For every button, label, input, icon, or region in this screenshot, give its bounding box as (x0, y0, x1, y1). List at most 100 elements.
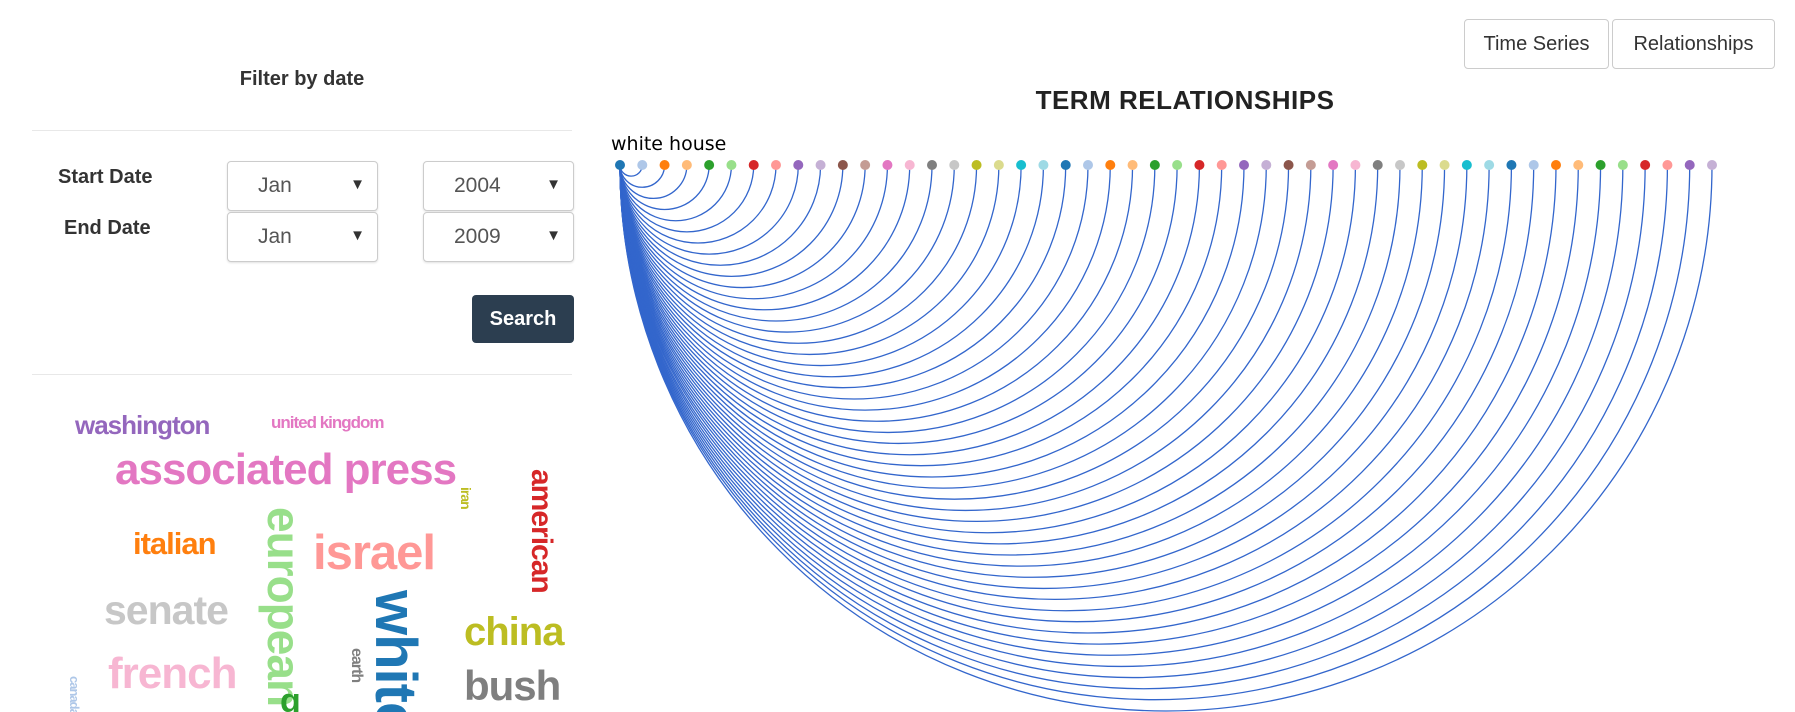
relationship-arc (619, 164, 755, 233)
term-node[interactable] (860, 160, 871, 170)
relationship-arc (619, 164, 1312, 511)
relationship-arc (619, 164, 1022, 366)
cloud-word[interactable]: bush (464, 662, 561, 709)
end-date-label: End Date (64, 217, 151, 239)
term-node[interactable] (1395, 160, 1405, 170)
search-button[interactable]: Search (472, 295, 574, 343)
end-month-select[interactable]: Jan ▼ (227, 212, 378, 262)
term-node[interactable] (1127, 160, 1138, 170)
term-node[interactable] (1149, 160, 1160, 170)
chevron-down-icon: ▼ (350, 227, 365, 244)
relationship-arc (619, 164, 1357, 534)
term-node[interactable] (904, 160, 915, 170)
term-node[interactable] (882, 160, 893, 170)
term-node[interactable] (1261, 160, 1272, 170)
filter-title: Filter by date (239, 68, 365, 90)
relationship-arc (619, 164, 1513, 612)
term-node[interactable] (1172, 160, 1183, 170)
term-node[interactable] (726, 160, 737, 170)
term-node[interactable] (1350, 160, 1361, 170)
term-node[interactable] (1105, 160, 1116, 170)
relationship-arc (620, 165, 1534, 622)
relationship-arc (619, 164, 955, 333)
chevron-down-icon: ▼ (546, 176, 561, 193)
cloud-word[interactable]: washington (75, 410, 210, 440)
term-node[interactable] (971, 160, 982, 170)
cloud-word[interactable]: associated press (115, 445, 457, 494)
term-node[interactable] (1038, 160, 1049, 170)
relationship-arc (619, 164, 1468, 590)
term-node[interactable] (1328, 160, 1339, 170)
term-node[interactable] (1484, 160, 1495, 170)
cloud-word[interactable]: italian (133, 526, 217, 561)
term-node[interactable] (815, 160, 826, 170)
end-month-value: Jan (258, 225, 292, 248)
term-node[interactable] (1417, 160, 1428, 170)
tab-relationships[interactable]: Relationships (1612, 19, 1775, 69)
relationship-arc (619, 164, 1624, 667)
relationship-arc (619, 164, 1579, 645)
term-node[interactable] (927, 160, 937, 170)
term-node[interactable] (637, 160, 648, 170)
term-node[interactable] (993, 160, 1004, 170)
relationship-arc (619, 164, 799, 255)
end-year-value: 2009 (454, 225, 501, 248)
relationship-arc (619, 164, 1000, 355)
term-node[interactable] (704, 160, 715, 170)
chevron-down-icon: ▼ (546, 227, 561, 244)
term-node[interactable] (1640, 160, 1651, 170)
relationship-arc (619, 164, 1201, 456)
relationship-arc (619, 164, 1156, 434)
term-node[interactable] (1372, 160, 1383, 170)
relationship-arc (619, 164, 889, 300)
term-node[interactable] (771, 160, 781, 170)
term-node[interactable] (1439, 160, 1450, 170)
term-node[interactable] (1551, 160, 1561, 170)
term-node[interactable] (1617, 160, 1628, 170)
start-month-select[interactable]: Jan ▼ (227, 161, 378, 211)
term-node[interactable] (681, 160, 692, 170)
cloud-word[interactable]: senate (104, 587, 229, 633)
term-node[interactable] (1083, 160, 1093, 170)
cloud-word[interactable]: israel (313, 526, 436, 580)
term-node[interactable] (1528, 160, 1539, 170)
term-node[interactable] (1305, 160, 1316, 170)
divider (32, 130, 572, 131)
term-node[interactable] (793, 160, 804, 170)
term-node[interactable] (837, 160, 848, 170)
term-node[interactable] (1684, 160, 1695, 170)
term-node[interactable] (1194, 160, 1205, 170)
term-node[interactable] (1216, 160, 1227, 170)
relationship-arc (619, 164, 978, 344)
relationship-arc (619, 164, 777, 244)
term-node[interactable] (1573, 160, 1584, 170)
word-cloud: washington united kingdom associated pre… (32, 392, 577, 712)
term-node[interactable] (1016, 160, 1027, 170)
term-node[interactable] (615, 160, 625, 170)
cloud-word[interactable]: united kingdom (271, 413, 385, 432)
term-node[interactable] (1060, 160, 1071, 170)
start-year-select[interactable]: 2004 ▼ (423, 161, 574, 211)
term-node[interactable] (748, 160, 759, 170)
relationship-arc (619, 164, 933, 322)
cloud-word[interactable]: french (108, 649, 237, 698)
cloud-word[interactable]: g (280, 682, 301, 712)
relationship-arc (619, 164, 1267, 489)
cloud-word[interactable]: china (464, 610, 564, 654)
term-node[interactable] (1283, 160, 1294, 170)
term-node[interactable] (1662, 160, 1673, 170)
end-year-select[interactable]: 2009 ▼ (423, 212, 574, 262)
term-node[interactable] (659, 160, 670, 170)
tab-time-series[interactable]: Time Series (1464, 19, 1609, 69)
term-node[interactable] (1506, 160, 1517, 170)
term-node[interactable] (949, 160, 960, 170)
source-node-label: white house (611, 133, 727, 155)
relationship-arc (619, 164, 710, 211)
relationship-arc (619, 164, 1045, 378)
term-node[interactable] (1239, 160, 1249, 170)
term-node[interactable] (1595, 160, 1606, 170)
term-node[interactable] (1461, 160, 1472, 170)
term-node[interactable] (1707, 160, 1717, 170)
relationship-arc (619, 164, 1245, 478)
